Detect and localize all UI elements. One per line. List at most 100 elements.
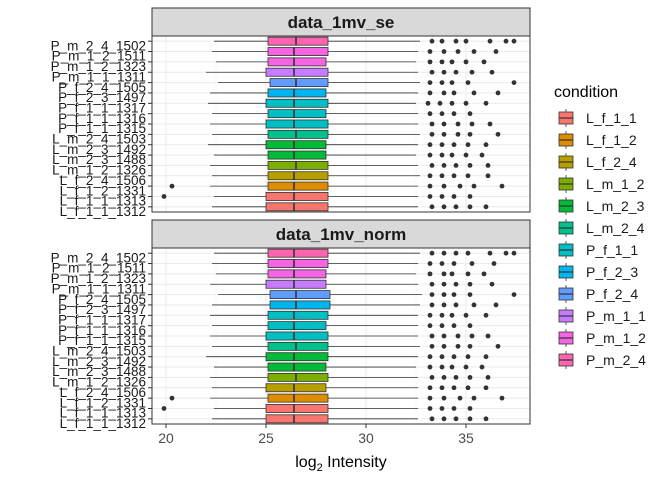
outlier-point <box>427 90 433 96</box>
facet-panels: data_1mv_seP_m_2_4_1502P_m_1_2_1511P_m_1… <box>51 7 531 431</box>
outlier-point <box>441 333 447 339</box>
outlier-point <box>451 90 457 96</box>
sample-box <box>212 321 473 331</box>
outlier-point <box>429 416 435 422</box>
outlier-point <box>441 416 447 422</box>
sample-box <box>212 300 499 310</box>
sample-box <box>212 414 489 424</box>
outlier-point <box>451 292 457 297</box>
outlier-point <box>457 183 463 189</box>
outlier-point <box>427 395 433 401</box>
legend: condition L_f_1_1 L_f_1_2 L_f_2_4 L_m_1_2 L_… <box>554 84 646 369</box>
outlier-point <box>441 302 447 308</box>
legend-label: L_f_1_2 <box>586 132 637 148</box>
legend-label: P_m_2_4 <box>586 352 646 368</box>
outlier-point <box>469 121 475 127</box>
sample-box <box>210 279 495 289</box>
outlier-point <box>453 375 459 380</box>
y-tick-label: P_f_2_3_1497 <box>58 302 146 317</box>
sample-box <box>212 341 501 351</box>
box-iqr <box>269 78 329 88</box>
box-iqr <box>265 404 329 413</box>
outlier-point <box>467 292 473 297</box>
outlier-point <box>469 261 475 266</box>
legend-label: P_m_1_1 <box>586 308 646 324</box>
outlier-point <box>485 163 491 168</box>
outlier-point <box>429 281 435 287</box>
outlier-point <box>467 416 473 422</box>
outlier-point <box>429 204 435 210</box>
outlier-point <box>439 194 445 199</box>
y-tick-label: L_m_2_3_1488 <box>52 152 146 167</box>
outlier-point <box>427 142 433 148</box>
outlier-point <box>441 343 447 349</box>
legend-label: L_m_2_4 <box>586 220 645 236</box>
outlier-point <box>481 59 487 65</box>
legend-item: L_m_2_4 <box>558 219 645 237</box>
outlier-point <box>483 142 489 148</box>
outlier-point <box>463 152 469 158</box>
box-iqr <box>265 192 329 201</box>
outlier-point <box>169 395 175 401</box>
legend-title: condition <box>554 84 618 101</box>
y-tick-label: P_m_1_1_1311 <box>52 281 146 296</box>
outlier-point <box>465 354 471 360</box>
outlier-point <box>161 406 167 411</box>
outlier-point <box>453 204 459 210</box>
outlier-point <box>427 80 433 85</box>
outlier-point <box>453 69 459 75</box>
outlier-point <box>467 406 473 411</box>
outlier-point <box>427 261 433 266</box>
y-tick-label: P_m_2_4_1502 <box>51 38 146 53</box>
box-iqr <box>267 181 329 191</box>
outlier-point <box>479 364 485 370</box>
outlier-point <box>453 416 459 422</box>
box-iqr <box>267 321 327 331</box>
outlier-point <box>465 271 471 277</box>
outlier-point <box>511 38 517 44</box>
legend-item: P_m_1_2 <box>558 329 646 347</box>
outlier-point <box>467 204 473 210</box>
box-iqr <box>265 279 327 289</box>
y-tick-label: P_f_1_1_1317 <box>58 312 146 327</box>
outlier-point <box>429 69 435 75</box>
y-tick-label: P_f_1_1_1315 <box>58 333 146 348</box>
x-tick-label: 35 <box>458 430 474 446</box>
sample-box <box>210 331 491 341</box>
outlier-point <box>429 163 435 168</box>
outlier-point <box>503 38 509 44</box>
outlier-point <box>441 183 447 189</box>
outlier-point <box>463 100 469 106</box>
outlier-point <box>439 354 445 360</box>
sample-box <box>214 248 517 258</box>
facet-strip-title: data_1mv_se <box>288 13 395 32</box>
sample-box <box>214 362 485 372</box>
outlier-point <box>449 100 455 106</box>
outlier-point <box>449 312 455 318</box>
outlier-point <box>471 395 477 401</box>
outlier-point <box>467 343 473 349</box>
legend-item: P_m_2_4 <box>558 351 646 369</box>
outlier-point <box>471 49 477 54</box>
outlier-point <box>439 38 445 44</box>
outlier-point <box>441 395 447 401</box>
legend-item: P_f_2_3 <box>558 263 638 281</box>
outlier-point <box>465 80 471 85</box>
outlier-point <box>471 302 477 308</box>
outlier-point <box>493 302 499 308</box>
outlier-point <box>441 131 447 137</box>
box-iqr <box>267 259 329 268</box>
panel-border <box>151 247 531 425</box>
legend-item: L_m_1_2 <box>558 175 645 193</box>
outlier-point <box>439 385 445 391</box>
outlier-point <box>441 292 447 297</box>
outlier-point <box>455 121 461 127</box>
outlier-point <box>483 312 489 318</box>
outlier-point <box>441 281 447 287</box>
outlier-point <box>429 131 435 137</box>
outlier-point <box>439 312 445 318</box>
x-tick-label: 25 <box>258 430 274 446</box>
sample-box <box>161 192 473 201</box>
box-iqr <box>265 202 329 212</box>
outlier-point <box>487 38 493 44</box>
